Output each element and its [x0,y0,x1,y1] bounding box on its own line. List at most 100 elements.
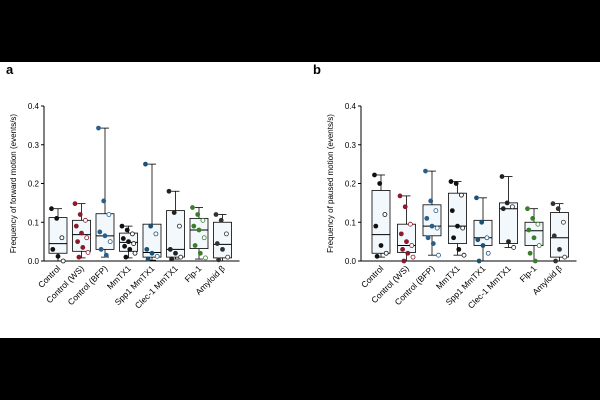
data-point [531,235,537,241]
data-point [171,210,177,215]
panel-b-chart: b 0.0 0.1 0.2 0.3 0.4 Frequency of paused moti… [313,62,577,310]
data-point [429,223,435,229]
data-point [167,246,173,252]
data-point [192,243,198,248]
data-point [203,255,208,261]
category-label: Flp-1 [518,263,539,284]
data-point [434,225,440,231]
data-point [485,250,491,256]
y-tick-label: 0.2 [28,180,40,189]
data-point [526,227,532,233]
y-tick-label: 0.0 [345,257,357,266]
data-point [122,243,127,249]
data-point [149,250,155,256]
data-point [461,252,467,258]
figure-canvas: a 0.0 0.1 0.2 0.3 0.4 Frequency of forward mot… [0,62,600,338]
data-point [225,254,231,260]
data-point [535,221,541,227]
box-iqr [524,221,544,246]
data-point [561,219,566,225]
panel-letter: a [6,62,14,77]
data-point [103,252,109,258]
data-point [550,201,556,207]
data-point [511,245,517,250]
data-point [123,254,129,260]
data-point [453,181,459,186]
box-iqr [448,192,467,244]
data-point [510,204,515,210]
y-tick-label: 0.2 [345,180,357,189]
data-point [504,200,510,206]
y-tick-label: 0.4 [28,102,40,111]
data-point [190,205,195,210]
data-point [555,206,561,212]
y-axis-label: Frequency of paused motion (events/s) [326,114,335,253]
data-point [124,227,130,233]
data-point [176,223,182,229]
data-point [73,223,79,229]
data-point [96,125,101,131]
data-point [377,181,383,186]
y-tick-label: 0.1 [345,218,357,227]
figure-svg: a 0.0 0.1 0.2 0.3 0.4 Frequency of forward mot… [6,62,577,310]
data-point [407,221,413,227]
data-point [382,212,388,217]
data-point [398,231,404,237]
data-point [85,250,91,255]
data-point [97,229,103,235]
data-point [449,208,455,214]
data-point [479,219,485,225]
data-point [80,245,86,250]
data-point [144,246,150,252]
data-point [98,246,104,252]
data-point [530,215,536,221]
y-tick-label: 0.3 [28,141,40,150]
data-point [127,246,133,252]
data-point [60,258,66,264]
data-point [55,253,61,259]
panel-a-chart: a 0.0 0.1 0.2 0.3 0.4 Frequency of forward mot… [6,62,240,310]
y-tick-label: 0.3 [345,141,357,150]
data-point [143,161,148,167]
box-iqr [213,221,232,259]
data-point [536,243,542,248]
data-point [107,239,113,245]
data-point [154,253,160,259]
data-point [106,212,112,217]
data-point [378,243,384,248]
data-point [551,233,557,239]
data-point [173,250,178,256]
data-point [178,254,184,260]
data-point [145,256,151,262]
box-iqr [397,223,416,253]
data-point [101,198,107,204]
y-tick-label: 0.1 [28,218,40,227]
data-point [132,250,138,256]
data-point [75,239,80,245]
data-point [54,215,60,221]
data-point [197,250,203,256]
data-point [169,256,175,262]
data-point [201,235,207,241]
data-point [195,212,201,217]
data-point [405,250,411,256]
data-point [402,204,408,210]
data-point [423,168,428,174]
y-axis-label: Frequency of forward motion (events/s) [9,114,18,254]
data-point [120,236,126,241]
data-point [456,246,462,252]
data-point [451,235,457,241]
data-point [373,223,379,229]
data-point [383,250,389,256]
data-point [480,243,486,248]
y-tick-label: 0.4 [345,102,357,111]
data-point [428,198,434,204]
data-point [410,254,416,260]
data-point [484,235,490,241]
data-point [475,237,481,243]
data-point [500,206,506,212]
data-point [83,217,88,223]
data-point [214,241,220,246]
data-point [557,246,562,252]
data-point [404,239,409,245]
